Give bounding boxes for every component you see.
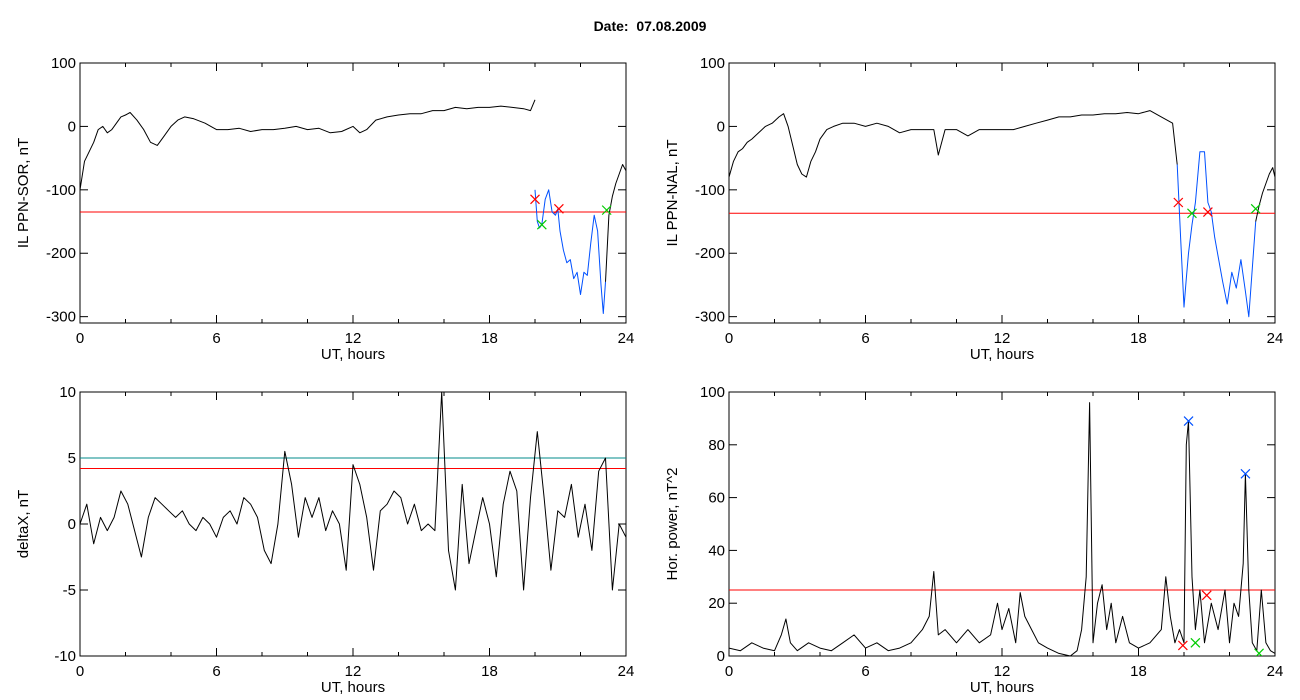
y-tick-label: -200 (46, 245, 76, 262)
event-marker (1173, 197, 1184, 208)
x-tick-label: 0 (725, 663, 733, 680)
y-tick-label: 100 (51, 55, 76, 72)
x-tick-label: 12 (345, 330, 362, 347)
y-tick-label: -5 (63, 582, 76, 599)
event-marker (536, 219, 547, 230)
event-marker (601, 205, 612, 216)
plot-data (729, 110, 1275, 318)
y-tick-label: -300 (695, 309, 725, 326)
plot-frame (728, 391, 1276, 657)
x-tick-label: 6 (212, 330, 220, 347)
plot-frame (728, 62, 1276, 324)
plot-data (729, 402, 1275, 656)
series-line-1 (729, 402, 1275, 656)
y-axis-label: IL PPN-SOR, nT (15, 138, 32, 248)
x-tick-label: 18 (481, 330, 498, 347)
x-tick-label: 18 (1130, 330, 1147, 347)
x-tick-label: 24 (1267, 330, 1284, 347)
plot-2: 0 6 12 18 24 100 0 -100 -200 -300 UT, hours IL PPN-… (664, 55, 1283, 363)
y-tick-label: 100 (700, 55, 725, 72)
series-line-3 (605, 164, 626, 282)
event-marker (1187, 208, 1197, 219)
y-tick-label: 0 (68, 118, 76, 135)
event-marker (553, 203, 564, 214)
y-tick-label: 80 (708, 437, 725, 454)
x-tick-label: 18 (1130, 663, 1147, 680)
x-tick-label: 0 (76, 330, 84, 347)
y-tick-label: 40 (708, 542, 725, 559)
y-axis-label: IL PPN-NAL, nT (664, 140, 681, 247)
x-tick-label: 0 (725, 330, 733, 347)
x-tick-label: 6 (861, 330, 869, 347)
x-tick-label: 6 (212, 663, 220, 680)
event-marker (1240, 468, 1251, 479)
y-axis-label: Hor. power, nT^2 (664, 468, 681, 581)
plot-data (80, 392, 626, 591)
series-line-1 (80, 392, 626, 591)
plot-data (80, 99, 626, 314)
x-tick-label: 18 (481, 663, 498, 680)
plot-frame (79, 62, 627, 324)
event-marker (1183, 416, 1194, 426)
y-tick-label: 0 (717, 648, 725, 665)
y-tick-label: 0 (717, 118, 725, 135)
y-tick-label: 0 (68, 516, 76, 533)
event-marker (1250, 203, 1261, 214)
event-marker (530, 194, 540, 205)
event-marker (1254, 648, 1264, 656)
series-line-2 (1176, 151, 1257, 318)
x-axis-label: UT, hours (970, 679, 1034, 696)
x-axis-label: UT, hours (321, 679, 385, 696)
x-tick-label: 12 (994, 663, 1011, 680)
y-tick-label: 20 (708, 595, 725, 612)
x-tick-label: 12 (345, 663, 362, 680)
x-axis-label: UT, hours (321, 346, 385, 363)
x-tick-label: 24 (1267, 663, 1284, 680)
y-tick-label: 60 (708, 490, 725, 507)
plot-1: 0 6 12 18 24 100 0 -100 -200 -300 UT, hours IL PPN-… (15, 55, 634, 363)
plot-3: 0 6 12 18 24 10 5 0 -5 -10 UT, hours deltaX, nT (15, 384, 634, 696)
event-marker (1190, 637, 1201, 648)
series-line-2 (534, 189, 606, 314)
y-tick-label: 5 (68, 450, 76, 467)
x-tick-label: 6 (861, 663, 869, 680)
event-marker (1201, 590, 1212, 601)
x-tick-label: 24 (618, 663, 635, 680)
y-tick-label: -100 (46, 182, 76, 199)
y-tick-label: -100 (695, 182, 725, 199)
y-tick-label: 100 (700, 384, 725, 401)
figure-title: Date: 07.08.2009 (593, 18, 707, 34)
x-tick-label: 24 (618, 330, 635, 347)
y-tick-label: -10 (54, 648, 76, 665)
event-marker (1202, 207, 1213, 217)
y-tick-label: -300 (46, 309, 76, 326)
y-tick-label: 10 (59, 384, 76, 401)
event-marker (1177, 640, 1188, 651)
y-tick-label: -200 (695, 245, 725, 262)
x-tick-label: 0 (76, 663, 84, 680)
series-line-1 (80, 99, 536, 190)
y-axis-label: deltaX, nT (15, 490, 32, 558)
plot-4: 0 6 12 18 24 100 80 60 40 20 0 UT, hours Hor. power,… (664, 384, 1283, 696)
series-line-1 (729, 110, 1178, 178)
x-tick-label: 12 (994, 330, 1011, 347)
x-axis-label: UT, hours (970, 346, 1034, 363)
plot-frame (79, 391, 627, 657)
